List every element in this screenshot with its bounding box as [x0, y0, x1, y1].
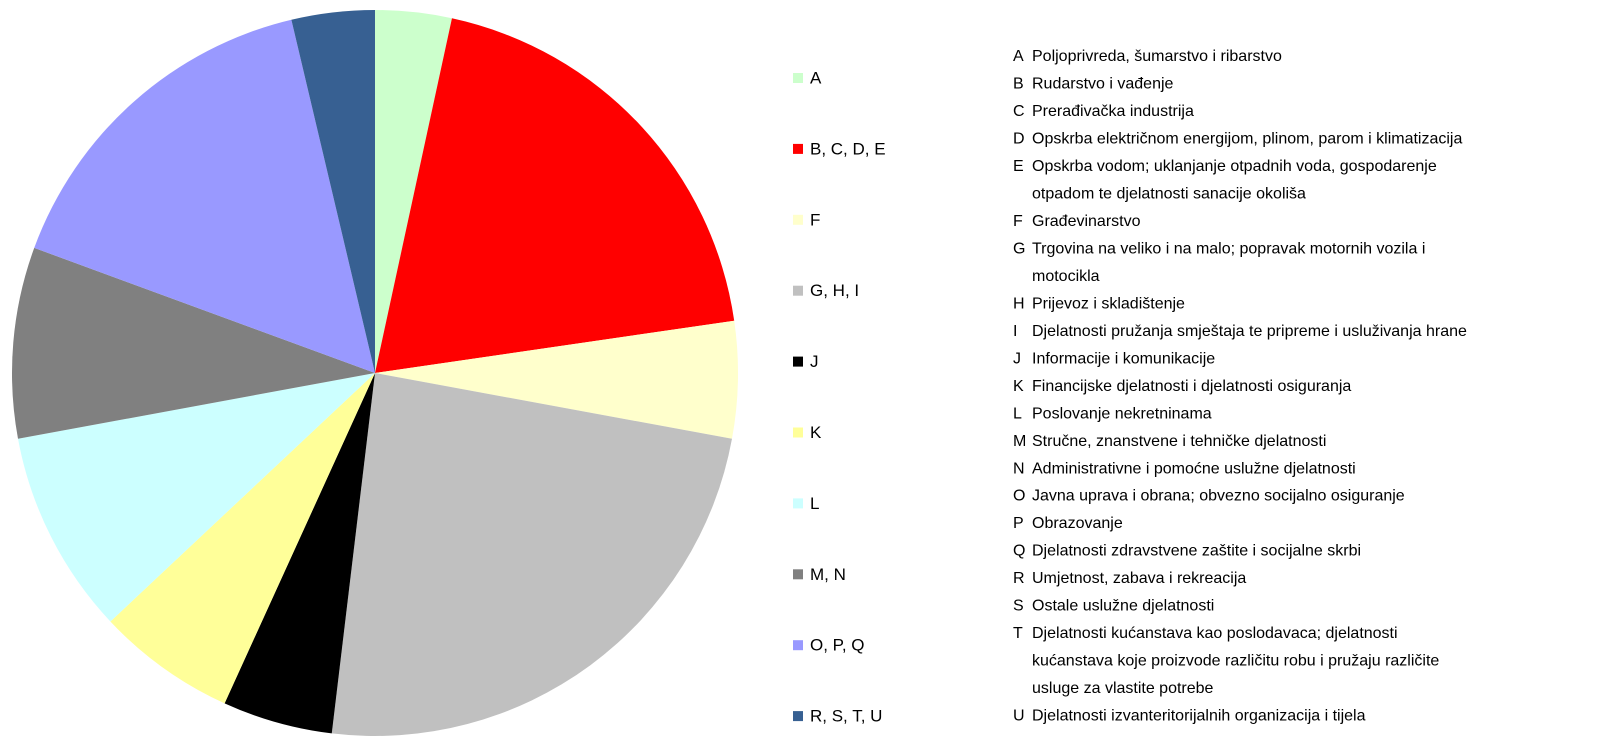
legend-swatch	[793, 356, 803, 367]
note-text: Djelatnosti izvanteritorijalnih organiza…	[1032, 707, 1366, 724]
note-code: C	[1013, 103, 1025, 120]
note-text: motocikla	[1032, 268, 1100, 285]
pie-slice	[375, 18, 735, 373]
note-text: Poljoprivreda, šumarstvo i ribarstvo	[1032, 48, 1282, 65]
legend-swatch	[793, 569, 803, 580]
legend-label: R, S, T, U	[810, 707, 882, 726]
legend-label: L	[810, 494, 819, 513]
note-code: E	[1013, 158, 1024, 175]
pie-slice	[110, 373, 375, 704]
legend-swatch	[793, 143, 803, 154]
note-text: kućanstava koje proizvode različitu robu…	[1032, 653, 1439, 670]
note-text: Administrativne i pomoćne uslužne djelat…	[1032, 460, 1356, 477]
note-text: Opskrba vodom; uklanjanje otpadnih voda,…	[1032, 158, 1437, 175]
note-text: otpadom te djelatnosti sanacije okoliša	[1032, 186, 1306, 203]
legend-swatch	[793, 640, 803, 651]
note-code: Q	[1013, 543, 1025, 560]
note-text: usluge za vlastite potrebe	[1032, 680, 1214, 697]
note-text: Djelatnosti zdravstvene zaštite i socija…	[1032, 543, 1361, 560]
pie-slice	[375, 320, 738, 439]
note-code: G	[1013, 241, 1025, 258]
note-text: Djelatnosti pružanja smještaja te pripre…	[1032, 323, 1467, 340]
pie-slice	[224, 373, 375, 734]
note-text: Građevinarstvo	[1032, 213, 1141, 230]
legend-label: G, H, I	[810, 281, 859, 300]
note-code: B	[1013, 76, 1024, 93]
note-text: Djelatnosti kućanstava kao poslodavaca; …	[1032, 625, 1398, 642]
note-code: T	[1013, 625, 1023, 642]
note-code: N	[1013, 460, 1025, 477]
note-code: R	[1013, 570, 1025, 587]
note-text: Umjetnost, zabava i rekreacija	[1032, 570, 1246, 587]
note-code: P	[1013, 515, 1024, 532]
legend-swatch	[793, 498, 803, 509]
pie-slice	[12, 247, 376, 439]
legend-swatch	[793, 214, 803, 225]
note-text: Rudarstvo i vađenje	[1032, 76, 1174, 93]
note-text: Stručne, znanstvene i tehničke djelatnos…	[1032, 433, 1326, 450]
note-code: K	[1013, 378, 1024, 395]
pie-slice	[18, 373, 375, 622]
legend-label: B, C, D, E	[810, 139, 886, 158]
note-code: M	[1013, 433, 1026, 450]
note-text: Informacije i komunikacije	[1032, 350, 1215, 367]
note-text: Prijevoz i skladištenje	[1032, 295, 1185, 312]
legend-swatch	[793, 73, 803, 83]
legend-label: A	[810, 68, 822, 87]
pie-slice	[291, 10, 375, 373]
note-text: Financijske djelatnosti i djelatnosti os…	[1032, 378, 1351, 395]
legend-label: F	[810, 210, 820, 229]
pie-slice	[34, 19, 375, 374]
note-code: S	[1013, 598, 1024, 615]
legend-label: K	[810, 423, 822, 442]
legend-swatch	[793, 285, 803, 296]
note-text: Opskrba električnom energijom, plinom, p…	[1032, 131, 1462, 148]
note-text: Prerađivačka industrija	[1032, 103, 1194, 120]
note-code: U	[1013, 707, 1025, 724]
legend-label: O, P, Q	[810, 636, 865, 655]
note-text: Poslovanje nekretninama	[1032, 405, 1212, 422]
note-code: D	[1013, 131, 1025, 148]
note-code: A	[1013, 48, 1024, 65]
note-code: O	[1013, 488, 1025, 505]
legend-label: M, N	[810, 565, 846, 584]
note-text: Ostale uslužne djelatnosti	[1032, 598, 1214, 615]
legend-label: J	[810, 352, 819, 371]
legend-swatch	[793, 711, 803, 722]
note-code: I	[1013, 323, 1017, 340]
note-code: J	[1013, 350, 1021, 367]
note-code: L	[1013, 405, 1022, 422]
note-code: H	[1013, 295, 1025, 312]
legend-swatch	[793, 427, 803, 438]
pie-slice	[331, 373, 732, 736]
pie-slice	[375, 10, 452, 373]
note-text: Javna uprava i obrana; obvezno socijalno…	[1032, 488, 1405, 505]
note-text: Trgovina na veliko i na malo; popravak m…	[1032, 241, 1425, 258]
note-code: F	[1013, 213, 1023, 230]
note-text: Obrazovanje	[1032, 515, 1123, 532]
